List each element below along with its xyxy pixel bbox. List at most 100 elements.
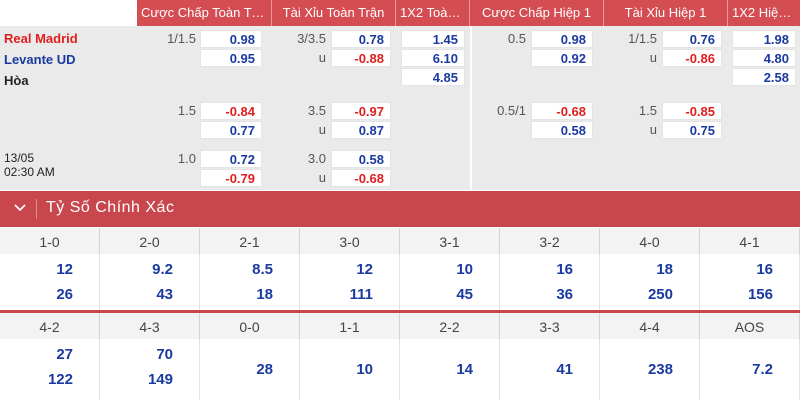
ou-under-odd-2[interactable]: 0.87 [331, 121, 391, 139]
score-label: AOS [700, 313, 800, 339]
score-odds-cell[interactable]: 28 [200, 339, 300, 400]
score-odds-cell[interactable]: 10 [300, 339, 400, 400]
match-time: 02:30 AM [4, 165, 55, 179]
away-team-name[interactable]: Levante UD [4, 52, 76, 67]
score-odd-away[interactable]: 111 [349, 286, 373, 303]
handicap-home-odd-3[interactable]: 0.72 [200, 150, 262, 168]
h1-1x2-home-odd[interactable]: 1.98 [732, 30, 796, 48]
score-odds-cell[interactable]: 9.2 43 [100, 254, 200, 310]
score-label: 2-1 [200, 228, 300, 254]
header-handicap-full: Cược Chấp Toàn Trận [137, 0, 272, 26]
handicap-line-2: 1.5 [177, 103, 196, 118]
score-odd-home[interactable]: 27 [56, 346, 73, 363]
score-label: 1-1 [300, 313, 400, 339]
ou-under-label-3: u [318, 170, 326, 185]
half-time-gap [470, 26, 472, 190]
score-odds-cell[interactable]: 8.5 18 [200, 254, 300, 310]
correct-score-section-header[interactable]: Tỷ Số Chính Xác [0, 191, 800, 227]
score-label: 2-0 [100, 228, 200, 254]
score-odd-home[interactable]: 70 [156, 346, 173, 363]
ou-over-odd[interactable]: 0.78 [331, 30, 391, 48]
1x2-draw-odd[interactable]: 4.85 [401, 68, 465, 86]
header-1x2-h1: 1X2 Hiệp 1 [728, 0, 800, 26]
score-odd-away[interactable]: 36 [556, 286, 573, 303]
ou-under-odd[interactable]: -0.88 [331, 49, 391, 67]
chevron-down-icon[interactable] [12, 199, 28, 215]
score-odd[interactable]: 10 [356, 360, 373, 378]
score-odd-home[interactable]: 10 [456, 261, 473, 278]
score-odd-away[interactable]: 156 [747, 286, 773, 303]
score-label: 3-1 [400, 228, 500, 254]
score-odds-cell[interactable]: 14 [400, 339, 500, 400]
header-team-blank [0, 0, 137, 26]
score-odd-home[interactable]: 12 [356, 261, 373, 278]
handicap-away-odd[interactable]: 0.95 [200, 49, 262, 67]
score-odd[interactable]: 14 [456, 360, 473, 378]
draw-label: Hòa [4, 73, 29, 88]
h1-handicap-home-odd-2[interactable]: -0.68 [531, 102, 593, 120]
score-odds-cell[interactable]: 12 26 [0, 254, 100, 310]
score-odds-cell[interactable]: 16 36 [500, 254, 600, 310]
score-odds-cell[interactable]: 70 149 [100, 339, 200, 400]
h1-ou-under-label-2: u [649, 122, 657, 137]
score-odd-home[interactable]: 9.2 [152, 261, 173, 278]
ou-line-3: 3.0 [307, 151, 326, 166]
score-odd-away[interactable]: 26 [56, 286, 73, 303]
h1-handicap-away-odd[interactable]: 0.92 [531, 49, 593, 67]
ou-under-odd-3[interactable]: -0.68 [331, 169, 391, 187]
score-odd-away[interactable]: 43 [156, 286, 173, 303]
score-odd[interactable]: 28 [256, 360, 273, 378]
h1-1x2-away-odd[interactable]: 4.80 [732, 49, 796, 67]
handicap-away-odd-2[interactable]: 0.77 [200, 121, 262, 139]
score-odds-cell[interactable]: 7.2 [700, 339, 800, 400]
score-odds-cell[interactable]: 12 111 [300, 254, 400, 310]
score-odds-cell[interactable]: 10 45 [400, 254, 500, 310]
score-odd-away[interactable]: 122 [47, 371, 73, 388]
score-odds-cell[interactable]: 41 [500, 339, 600, 400]
h1-ou-line: 1/1.5 [628, 31, 657, 46]
correct-score-title: Tỷ Số Chính Xác [46, 199, 175, 216]
score-odd-home[interactable]: 8.5 [252, 261, 273, 278]
ou-over-odd-2[interactable]: -0.97 [331, 102, 391, 120]
score-odd-away[interactable]: 18 [256, 286, 273, 303]
h1-1x2-draw-odd[interactable]: 2.58 [732, 68, 796, 86]
score-odd[interactable]: 238 [647, 360, 673, 378]
score-odd[interactable]: 7.2 [752, 360, 773, 378]
score-label: 1-0 [0, 228, 100, 254]
score-odd-away[interactable]: 250 [647, 286, 673, 303]
1x2-away-odd[interactable]: 6.10 [401, 49, 465, 67]
ou-under-label: u [318, 50, 326, 65]
score-odds-cell[interactable]: 16 156 [700, 254, 800, 310]
score-odds-cell[interactable]: 27 122 [0, 339, 100, 400]
h1-ou-under-odd[interactable]: -0.86 [662, 49, 722, 67]
score-odd-away[interactable]: 149 [147, 371, 173, 388]
score-odds-cell[interactable]: 238 [600, 339, 700, 400]
home-team-name[interactable]: Real Madrid [4, 31, 78, 46]
handicap-away-odd-3[interactable]: -0.79 [200, 169, 262, 187]
h1-handicap-line-2: 0.5/1 [497, 103, 526, 118]
1x2-home-odd[interactable]: 1.45 [401, 30, 465, 48]
score-label: 2-2 [400, 313, 500, 339]
score-odd-away[interactable]: 45 [456, 286, 473, 303]
h1-handicap-away-odd-2[interactable]: 0.58 [531, 121, 593, 139]
h1-handicap-home-odd[interactable]: 0.98 [531, 30, 593, 48]
h1-ou-under-label: u [649, 50, 657, 65]
score-odd-home[interactable]: 16 [756, 261, 773, 278]
score-odd-home[interactable]: 12 [56, 261, 73, 278]
score-odd-home[interactable]: 16 [556, 261, 573, 278]
header-1x2-full: 1X2 Toàn Trận [396, 0, 470, 26]
ou-over-odd-3[interactable]: 0.58 [331, 150, 391, 168]
handicap-home-odd-2[interactable]: -0.84 [200, 102, 262, 120]
score-label: 3-2 [500, 228, 600, 254]
score-odd-home[interactable]: 18 [656, 261, 673, 278]
score-odds-cell[interactable]: 18 250 [600, 254, 700, 310]
h1-handicap-line: 0.5 [507, 31, 526, 46]
banner-divider [36, 199, 37, 219]
score-odd[interactable]: 41 [556, 360, 573, 378]
handicap-home-odd[interactable]: 0.98 [200, 30, 262, 48]
ou-line: 3/3.5 [297, 31, 326, 46]
h1-ou-under-odd-2[interactable]: 0.75 [662, 121, 722, 139]
h1-ou-over-odd[interactable]: 0.76 [662, 30, 722, 48]
h1-ou-over-odd-2[interactable]: -0.85 [662, 102, 722, 120]
ou-line-2: 3.5 [307, 103, 326, 118]
